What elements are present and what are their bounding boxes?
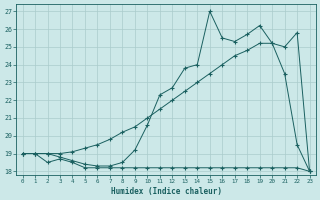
X-axis label: Humidex (Indice chaleur): Humidex (Indice chaleur) bbox=[111, 187, 221, 196]
